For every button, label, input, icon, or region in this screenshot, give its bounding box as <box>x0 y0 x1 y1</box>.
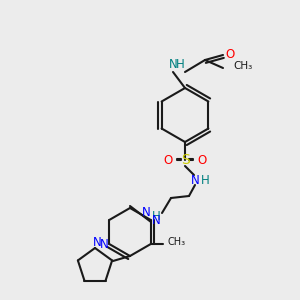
Text: N: N <box>169 58 177 71</box>
Text: CH₃: CH₃ <box>233 61 252 71</box>
Text: H: H <box>201 173 209 187</box>
Text: H: H <box>152 209 160 223</box>
Text: H: H <box>176 58 184 71</box>
Text: O: O <box>164 154 172 166</box>
Text: N: N <box>152 214 160 226</box>
Text: O: O <box>225 49 235 62</box>
Text: O: O <box>197 154 207 166</box>
Text: N: N <box>100 238 109 250</box>
Text: N: N <box>93 236 101 248</box>
Text: N: N <box>190 173 200 187</box>
Text: N: N <box>142 206 150 218</box>
Text: CH₃: CH₃ <box>168 237 186 247</box>
Text: S: S <box>181 153 189 167</box>
